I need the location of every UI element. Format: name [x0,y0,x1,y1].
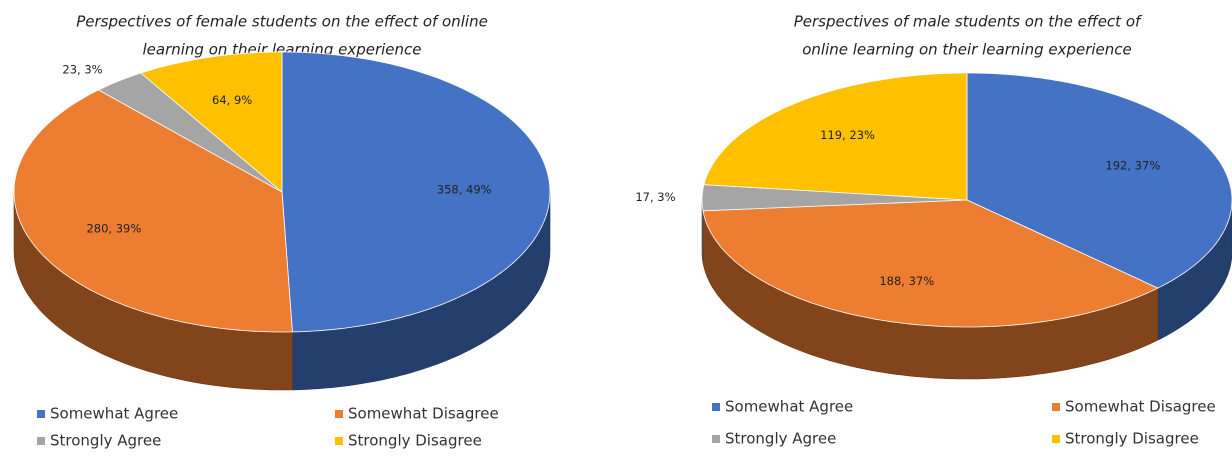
pie-slice [703,72,968,201]
legend-label: Somewhat Agree [50,405,178,423]
data-label: 358, 49% [437,183,492,197]
legend-swatch [335,437,343,445]
legend-label: Somewhat Agree [725,398,853,416]
pie-slice [701,184,968,212]
pie-slice [281,51,551,333]
legend-label: Strongly Agree [50,432,161,450]
legend-swatch [1052,435,1060,443]
data-label: 192, 37% [1105,159,1160,173]
data-label: 280, 39% [86,221,141,235]
chart-title: online learning on their learning experi… [802,41,1132,59]
chart-title: Perspectives of male students on the eff… [794,13,1143,31]
legend-label: Strongly Disagree [1065,430,1199,448]
data-label: 23, 3% [62,62,102,76]
legend-swatch [37,437,45,445]
legend-label: Strongly Agree [725,430,836,448]
legend-swatch [335,410,343,418]
data-label: 64, 9% [212,93,252,107]
pie-slice [97,72,283,193]
legend-label: Somewhat Disagree [348,405,499,423]
data-label: 119, 23% [820,128,875,142]
pie-slice [140,51,283,193]
pie-slice [966,72,1232,289]
legend-swatch [1052,403,1060,411]
legend-swatch [712,435,720,443]
pie-slice [13,89,293,333]
pie-slice [702,199,1159,328]
legend-swatch [37,410,45,418]
chart-title: Perspectives of female students on the e… [76,13,488,31]
chart-title: learning on their learning experience [142,41,421,59]
data-label: 17, 3% [635,190,675,204]
legend-swatch [712,403,720,411]
legend-label: Strongly Disagree [348,432,482,450]
legend-label: Somewhat Disagree [1065,398,1216,416]
data-label: 188, 37% [879,274,934,288]
